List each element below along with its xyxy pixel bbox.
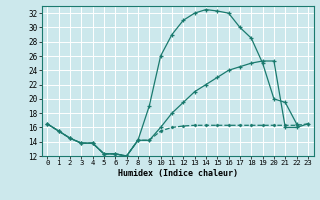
X-axis label: Humidex (Indice chaleur): Humidex (Indice chaleur) [118, 169, 237, 178]
